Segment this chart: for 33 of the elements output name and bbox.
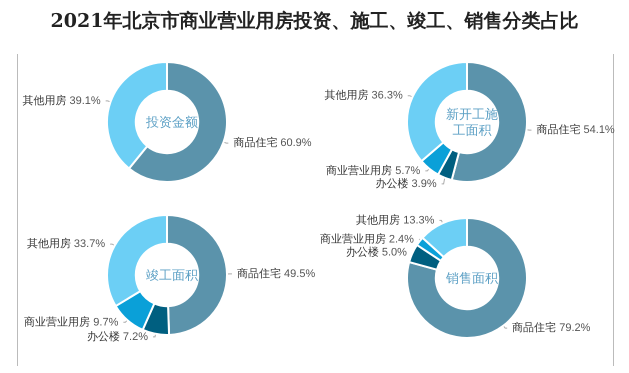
text: 新开工施工面积 — [446, 106, 498, 138]
data-label: 54.1% — [584, 124, 615, 136]
data-label: 2.4% — [388, 233, 414, 246]
data-label: 13.3% — [403, 214, 435, 226]
slice-label: 商品住宅 — [233, 136, 280, 150]
slice-label: 办公楼 — [346, 245, 382, 258]
data-label: 49.5% — [284, 268, 316, 280]
slice-label: 其他用房 — [324, 88, 372, 102]
data-label: 5.0% — [382, 246, 408, 258]
data-label: 39.1% — [69, 94, 101, 107]
data-label: 79.2% — [559, 322, 591, 334]
slice-label: 办公楼 — [86, 330, 123, 343]
text: 销售面积 — [445, 270, 498, 286]
slice-label: 办公楼 — [375, 176, 412, 190]
slice-label: 其他用房 — [26, 237, 74, 250]
slice-label: 商品住宅 — [236, 266, 284, 280]
data-label: 3.9% — [412, 178, 437, 190]
slice-label: 商业营业用房 — [320, 232, 389, 246]
slice-label: 商业营业用房 — [326, 164, 396, 177]
text: 2021年北京市商业营业用房投资、施工、竣工、销售分类占比 — [50, 9, 580, 34]
data-label: 7.2% — [122, 330, 148, 343]
data-label: 36.3% — [372, 90, 403, 102]
slice-label: 商品住宅 — [536, 123, 584, 136]
slice-label: 其他用房 — [22, 94, 70, 107]
data-label: 5.7% — [395, 164, 421, 177]
slice-label: 商品住宅 — [512, 321, 560, 334]
data-label: 9.7% — [93, 316, 119, 328]
text: 竣工面积 — [146, 268, 198, 282]
data-label: 33.7% — [74, 238, 106, 250]
slice-label: 商业营业用房 — [24, 315, 94, 328]
slice-label: 其他用房 — [356, 213, 404, 226]
text: 投资金额 — [145, 114, 198, 130]
data-label: 60.9% — [280, 137, 312, 150]
